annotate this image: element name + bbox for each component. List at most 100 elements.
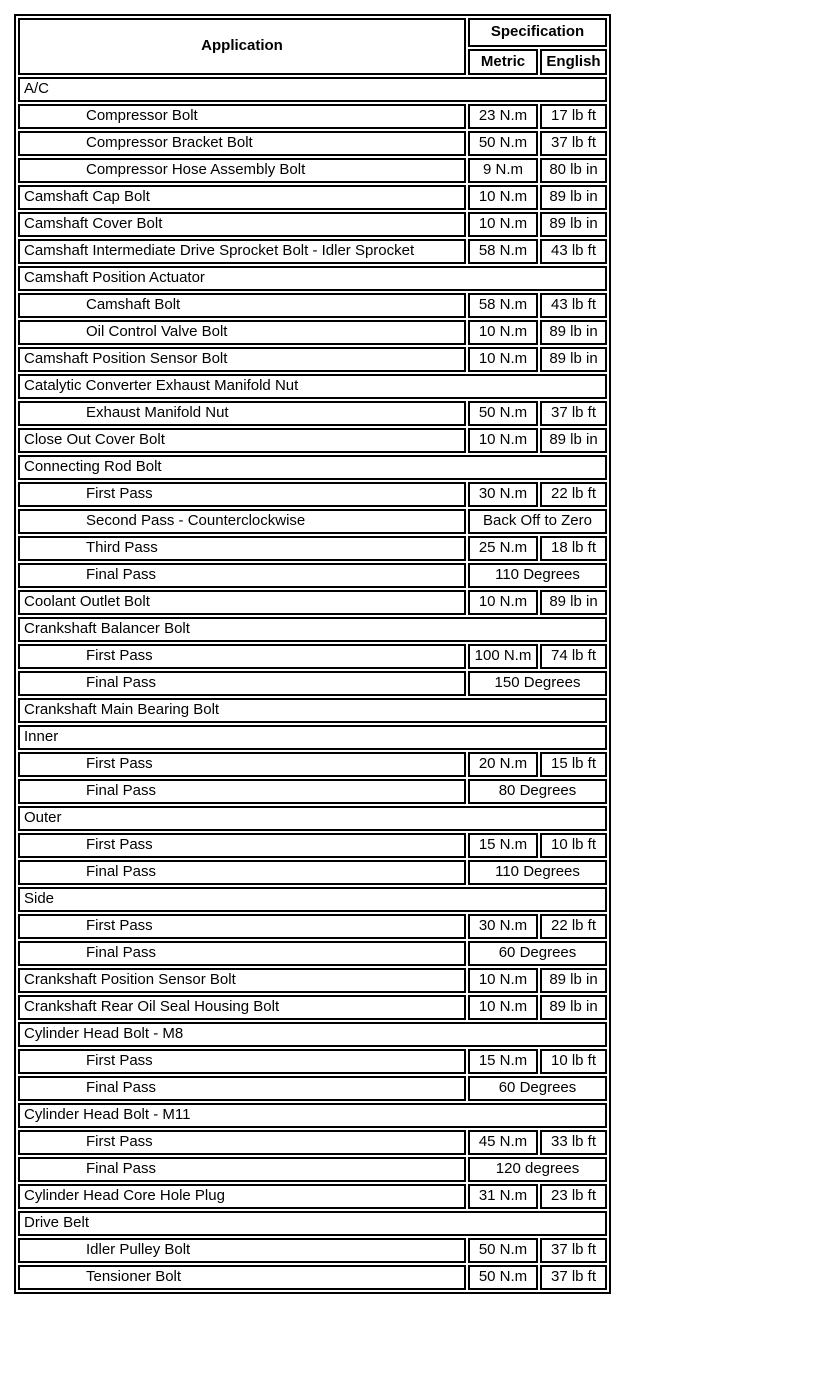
english-value-cell: 17 lb ft	[540, 104, 607, 129]
application-cell: Crankshaft Position Sensor Bolt	[18, 968, 466, 993]
section-row: Crankshaft Balancer Bolt	[18, 617, 607, 642]
application-cell: Final Pass	[18, 563, 466, 588]
application-cell: Camshaft Cap Bolt	[18, 185, 466, 210]
section-row: Cylinder Head Bolt - M11	[18, 1103, 607, 1128]
english-value-cell: 37 lb ft	[540, 1238, 607, 1263]
metric-value-cell: 31 N.m	[468, 1184, 538, 1209]
metric-value-cell: 58 N.m	[468, 239, 538, 264]
section-row: Crankshaft Main Bearing Bolt	[18, 698, 607, 723]
application-cell: First Pass	[18, 1130, 466, 1155]
metric-value-cell: 10 N.m	[468, 590, 538, 615]
application-cell: Camshaft Intermediate Drive Sprocket Bol…	[18, 239, 466, 264]
english-value-cell: 23 lb ft	[540, 1184, 607, 1209]
application-cell: Exhaust Manifold Nut	[18, 401, 466, 426]
metric-value-cell: 23 N.m	[468, 104, 538, 129]
section-label-cell: Crankshaft Balancer Bolt	[18, 617, 607, 642]
section-label-cell: Cylinder Head Bolt - M11	[18, 1103, 607, 1128]
spec-row: Final Pass 60 Degrees	[18, 1076, 607, 1101]
metric-value-cell: 45 N.m	[468, 1130, 538, 1155]
english-value-cell: 89 lb in	[540, 428, 607, 453]
section-label-cell: A/C	[18, 77, 607, 102]
application-cell: Oil Control Valve Bolt	[18, 320, 466, 345]
section-label-cell: Connecting Rod Bolt	[18, 455, 607, 480]
merged-value-cell: 110 Degrees	[468, 563, 607, 588]
application-cell: Camshaft Cover Bolt	[18, 212, 466, 237]
table-header: Application Specification Metric English	[18, 18, 607, 75]
application-cell: Close Out Cover Bolt	[18, 428, 466, 453]
spec-row: Idler Pulley Bolt 50 N.m 37 lb ft	[18, 1238, 607, 1263]
section-label-cell: Drive Belt	[18, 1211, 607, 1236]
metric-value-cell: 10 N.m	[468, 968, 538, 993]
application-cell: First Pass	[18, 833, 466, 858]
english-value-cell: 22 lb ft	[540, 914, 607, 939]
application-cell: Compressor Bolt	[18, 104, 466, 129]
application-cell: Final Pass	[18, 779, 466, 804]
spec-row: Exhaust Manifold Nut 50 N.m 37 lb ft	[18, 401, 607, 426]
metric-value-cell: 30 N.m	[468, 914, 538, 939]
section-row: Connecting Rod Bolt	[18, 455, 607, 480]
spec-row: Compressor Hose Assembly Bolt 9 N.m 80 lb …	[18, 158, 607, 183]
application-cell: Camshaft Bolt	[18, 293, 466, 318]
english-value-cell: 22 lb ft	[540, 482, 607, 507]
spec-row: Final Pass 110 Degrees	[18, 563, 607, 588]
application-cell: Crankshaft Rear Oil Seal Housing Bolt	[18, 995, 466, 1020]
english-value-cell: 10 lb ft	[540, 833, 607, 858]
application-cell: Third Pass	[18, 536, 466, 561]
spec-row: Cylinder Head Core Hole Plug 31 N.m 23 lb …	[18, 1184, 607, 1209]
spec-row: Final Pass 150 Degrees	[18, 671, 607, 696]
application-cell: First Pass	[18, 1049, 466, 1074]
application-cell: Compressor Hose Assembly Bolt	[18, 158, 466, 183]
merged-value-cell: 80 Degrees	[468, 779, 607, 804]
english-value-cell: 80 lb in	[540, 158, 607, 183]
spec-row: First Pass 20 N.m 15 lb ft	[18, 752, 607, 777]
english-value-cell: 15 lb ft	[540, 752, 607, 777]
metric-value-cell: 15 N.m	[468, 1049, 538, 1074]
metric-value-cell: 50 N.m	[468, 1238, 538, 1263]
english-value-cell: 89 lb in	[540, 968, 607, 993]
merged-value-cell: 60 Degrees	[468, 1076, 607, 1101]
merged-value-cell: 150 Degrees	[468, 671, 607, 696]
application-cell: Final Pass	[18, 1157, 466, 1182]
metric-column-header: Metric	[468, 49, 538, 75]
spec-row: Final Pass 110 Degrees	[18, 860, 607, 885]
section-row: Catalytic Converter Exhaust Manifold Nut	[18, 374, 607, 399]
application-cell: Idler Pulley Bolt	[18, 1238, 466, 1263]
spec-row: Camshaft Bolt 58 N.m 43 lb ft	[18, 293, 607, 318]
metric-value-cell: 50 N.m	[468, 1265, 538, 1290]
english-value-cell: 89 lb in	[540, 212, 607, 237]
metric-value-cell: 9 N.m	[468, 158, 538, 183]
spec-row: Camshaft Cap Bolt 10 N.m 89 lb in	[18, 185, 607, 210]
application-cell: First Pass	[18, 752, 466, 777]
english-value-cell: 74 lb ft	[540, 644, 607, 669]
spec-row: First Pass 30 N.m 22 lb ft	[18, 914, 607, 939]
section-row: Side	[18, 887, 607, 912]
spec-row: Second Pass - Counterclockwise Back Off t…	[18, 509, 607, 534]
english-value-cell: 18 lb ft	[540, 536, 607, 561]
spec-row: Camshaft Intermediate Drive Sprocket Bol…	[18, 239, 607, 264]
application-cell: Final Pass	[18, 1076, 466, 1101]
spec-row: First Pass 15 N.m 10 lb ft	[18, 833, 607, 858]
header-row-1: Application Specification	[18, 18, 607, 75]
spec-row: Oil Control Valve Bolt 10 N.m 89 lb in	[18, 320, 607, 345]
section-label-cell: Crankshaft Main Bearing Bolt	[18, 698, 607, 723]
spec-row: Coolant Outlet Bolt 10 N.m 89 lb in	[18, 590, 607, 615]
metric-value-cell: 100 N.m	[468, 644, 538, 669]
spec-row: Final Pass 60 Degrees	[18, 941, 607, 966]
spec-row: Third Pass 25 N.m 18 lb ft	[18, 536, 607, 561]
application-cell: Final Pass	[18, 860, 466, 885]
spec-row: First Pass 100 N.m 74 lb ft	[18, 644, 607, 669]
english-value-cell: 89 lb in	[540, 347, 607, 372]
english-value-cell: 10 lb ft	[540, 1049, 607, 1074]
section-label-cell: Outer	[18, 806, 607, 831]
metric-value-cell: 10 N.m	[468, 428, 538, 453]
section-label-cell: Camshaft Position Actuator	[18, 266, 607, 291]
spec-row: Final Pass 120 degrees	[18, 1157, 607, 1182]
english-column-header: English	[540, 49, 607, 75]
spec-row: Compressor Bracket Bolt 50 N.m 37 lb ft	[18, 131, 607, 156]
metric-value-cell: 15 N.m	[468, 833, 538, 858]
specification-column-header: Specification	[468, 18, 607, 47]
application-cell: Coolant Outlet Bolt	[18, 590, 466, 615]
table-body: A/C Compressor Bolt 23 N.m 17 lb ft Compress…	[18, 77, 607, 1290]
english-value-cell: 89 lb in	[540, 320, 607, 345]
section-row: Outer	[18, 806, 607, 831]
